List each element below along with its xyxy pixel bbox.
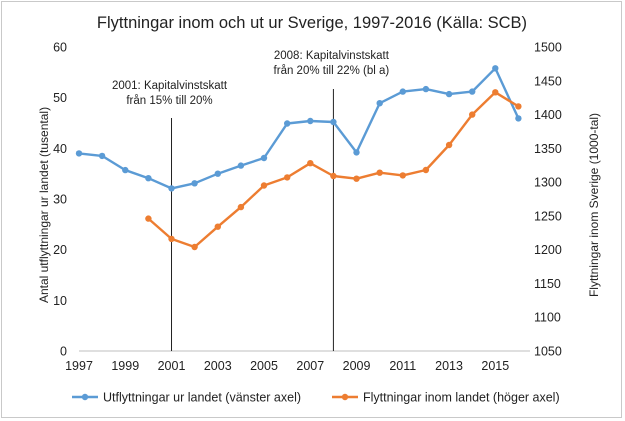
y-right-tick-label: 1300 <box>534 176 562 190</box>
legend-swatch-marker <box>81 393 89 401</box>
data-point <box>191 243 198 251</box>
data-point <box>122 166 129 174</box>
legend-label: Flyttningar inom landet (höger axel) <box>363 391 560 405</box>
data-point <box>353 175 360 182</box>
data-point <box>237 162 245 169</box>
data-point <box>399 88 406 95</box>
data-point <box>307 160 314 167</box>
data-point <box>376 100 383 107</box>
x-tick-label: 2001 <box>158 359 186 373</box>
right-axis-label: Flyttningar inom Sverige (1000-tal) <box>587 113 601 297</box>
y-right-tick-label: 1050 <box>534 345 562 359</box>
data-point <box>284 120 291 127</box>
data-point <box>237 203 245 211</box>
annotation-text: 2001: Kapitalvinstskatt <box>112 80 228 92</box>
data-point <box>492 65 499 72</box>
data-point <box>492 89 499 96</box>
y-left-tick-label: 10 <box>53 294 67 308</box>
data-point <box>214 170 221 177</box>
y-left-tick-label: 30 <box>53 193 67 207</box>
y-right-tick-label: 1150 <box>534 277 561 291</box>
annotations: 2001: Kapitalvinstskatt från 15% till 20%… <box>112 50 390 351</box>
data-point <box>145 175 152 182</box>
x-tick-label: 2013 <box>435 359 463 373</box>
y-right-tick-label: 1500 <box>534 41 562 55</box>
legend-swatch-marker <box>341 393 349 401</box>
data-point <box>284 174 291 181</box>
x-tick-label: 1999 <box>111 359 139 373</box>
data-point <box>168 185 175 192</box>
data-point <box>330 172 337 180</box>
data-point <box>307 117 314 125</box>
y-right-tick-label: 1250 <box>534 209 562 223</box>
y-left-tick-label: 20 <box>53 243 67 257</box>
data-point <box>515 103 522 110</box>
data-point <box>515 115 522 122</box>
data-point <box>98 152 106 160</box>
data-point <box>168 235 175 243</box>
y-right-tick-label: 1100 <box>534 311 561 325</box>
series-line-1 <box>78 67 520 190</box>
data-point <box>445 90 453 98</box>
data-point <box>214 223 221 230</box>
x-tick-label: 2007 <box>296 359 324 373</box>
data-point <box>445 141 453 149</box>
y-right-tick-label: 1400 <box>534 108 562 122</box>
x-tick-label: 2005 <box>250 359 278 373</box>
x-tick-label: 1997 <box>65 359 93 373</box>
axes: 1997 1999 2001 2003 2005 2007 2009 2011 2013 2015… <box>53 41 562 374</box>
series <box>75 65 522 251</box>
data-point <box>145 215 152 222</box>
annotation-text: från 20% till 22% (bl a) <box>274 65 390 77</box>
data-point <box>422 166 430 174</box>
legend-label: Utflyttningar ur landet (vänster axel) <box>103 391 301 405</box>
left-axis-label: Antal utflyttningar ur landet (tusental) <box>37 107 51 303</box>
data-point <box>191 180 198 187</box>
y-right-tick-label: 1350 <box>534 142 562 156</box>
y-left-tick-label: 50 <box>53 91 67 105</box>
x-tick-label: 2011 <box>389 359 416 373</box>
data-point <box>422 85 430 93</box>
annotation-text: från 15% till 20% <box>126 95 212 107</box>
data-point <box>260 182 268 189</box>
data-point <box>469 111 476 118</box>
y-left-tick-label: 60 <box>53 41 67 55</box>
chart-title: Flyttningar inom och ut ur Sverige, 1997… <box>97 14 527 32</box>
data-point <box>260 154 268 162</box>
y-left-tick-label: 0 <box>60 345 67 359</box>
legend: Utflyttningar ur landet (vänster axel) Fl… <box>72 391 560 405</box>
data-point <box>353 149 360 156</box>
y-right-tick-label: 1450 <box>534 74 562 88</box>
data-point <box>75 150 83 157</box>
data-point <box>376 169 383 176</box>
data-point <box>330 118 337 126</box>
annotation-text: 2008: Kapitalvinstskatt <box>274 50 390 62</box>
x-tick-label: 2009 <box>343 359 371 373</box>
data-point <box>399 172 406 179</box>
data-point <box>469 88 476 95</box>
y-left-tick-label: 40 <box>53 142 67 156</box>
x-tick-label: 2015 <box>481 359 509 373</box>
y-right-tick-label: 1200 <box>534 243 562 257</box>
x-tick-label: 2003 <box>204 359 232 373</box>
